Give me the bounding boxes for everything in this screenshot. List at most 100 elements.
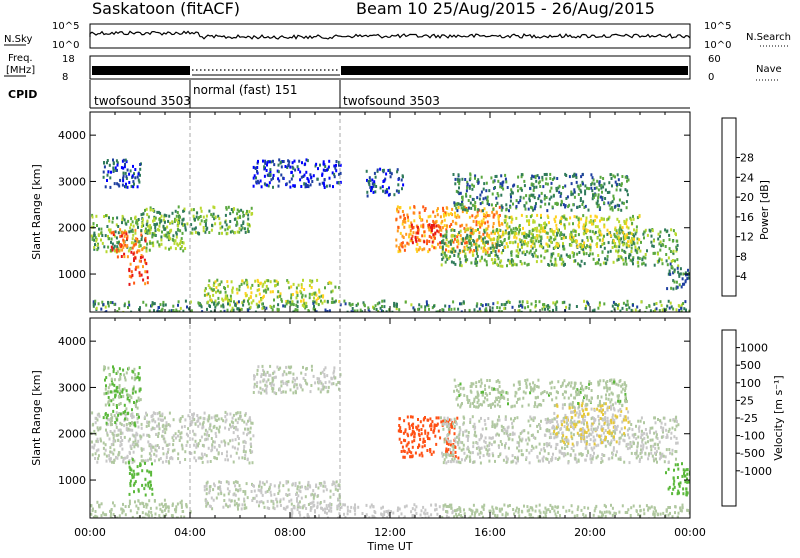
power-cell-r7 [377, 302, 379, 305]
power-cell-r2 [135, 257, 137, 260]
power-cell-r0 [153, 223, 155, 226]
power-cell-r6 [267, 288, 269, 291]
power-cell-r14 [682, 283, 684, 286]
power-cell-r10 [637, 261, 639, 264]
power-cell-r12 [469, 177, 471, 180]
power-cell-r10 [669, 238, 671, 241]
power-cell-r10 [550, 256, 552, 259]
power-cell-r12 [458, 182, 460, 185]
velocity-cell-r0 [145, 459, 147, 462]
velocity-cell-r0 [116, 411, 118, 414]
power-cell-r10 [553, 238, 555, 241]
velocity-cell-r5 [253, 378, 255, 381]
power-cell-r7 [685, 309, 687, 312]
power-cell-r5 [324, 165, 326, 168]
power-cell-r6 [267, 279, 269, 282]
power-cell-r10 [657, 238, 659, 241]
power-cell-r12 [461, 196, 463, 199]
power-cell-r7 [163, 304, 165, 307]
power-cell-r7 [380, 307, 382, 310]
power-cell-r7 [142, 301, 144, 304]
power-cell-r13 [402, 183, 404, 186]
velocity-cell-r2 [117, 370, 119, 373]
velocity-cell-r0 [164, 416, 166, 419]
power-cell-r12 [610, 173, 612, 176]
power-cell-r12 [460, 192, 462, 195]
power-cell-r0 [103, 245, 105, 248]
velocity-cell-r3 [113, 513, 115, 516]
velocity-cell-r4 [205, 505, 207, 508]
power-cell-r10 [670, 228, 672, 231]
velocity-cell-r8 [459, 447, 461, 450]
velocity-cell-r5 [310, 384, 312, 387]
velocity-cell-r5 [269, 365, 271, 368]
power-cell-r10 [518, 252, 520, 255]
power-cell-r10 [501, 265, 503, 268]
power-cell-r7 [160, 303, 162, 306]
power-cell-r8 [493, 222, 495, 225]
velocity-cell-r4 [225, 504, 227, 507]
power-cell-r9 [418, 229, 420, 232]
velocity-cell-r0 [237, 428, 239, 431]
velocity-cell-r0 [244, 428, 246, 431]
power-cell-r12 [597, 196, 599, 199]
power-cell-r5 [256, 170, 258, 173]
velocity-cell-r4 [242, 490, 244, 493]
velocity-cell-r6 [383, 511, 385, 514]
power-cell-r13 [380, 186, 382, 189]
power-cell-r8 [422, 205, 424, 208]
power-cell-r7 [614, 303, 616, 306]
power-cell-r6 [290, 285, 292, 288]
power-cell-r8 [443, 213, 445, 216]
velocity-cell-r0 [187, 414, 189, 417]
velocity-cell-r5 [285, 391, 287, 394]
power-cell-r8 [395, 239, 397, 242]
power-cell-r10 [441, 258, 443, 261]
power-cell-r3 [231, 230, 233, 233]
power-cell-r12 [502, 181, 504, 184]
power-cell-r3 [181, 222, 183, 225]
power-cell-r7 [512, 306, 514, 309]
velocity-cell-r6 [347, 506, 349, 509]
power-cell-r10 [616, 245, 618, 248]
velocity-cell-r1 [133, 476, 135, 479]
power-colorbar-tick-label: 24 [740, 171, 754, 184]
velocity-cell-r6 [342, 503, 344, 506]
velocity-cell-r6 [343, 513, 345, 516]
power-cell-r6 [317, 297, 319, 300]
velocity-cell-r8 [472, 441, 474, 444]
velocity-cell-r7 [409, 425, 411, 428]
velocity-cell-r6 [424, 513, 426, 516]
power-cell-r7 [103, 303, 105, 306]
velocity-cell-r0 [247, 420, 249, 423]
power-cell-r11 [622, 226, 624, 229]
velocity-cell-r2 [110, 390, 112, 393]
power-cell-r0 [105, 234, 107, 237]
velocity-cell-r6 [422, 506, 424, 509]
velocity-cell-r7 [399, 429, 401, 432]
velocity-cell-r6 [322, 508, 324, 511]
power-cell-r0 [166, 235, 168, 238]
freq-label-line2: [MHz] [6, 65, 35, 76]
power-cell-r10 [526, 263, 528, 266]
velocity-cell-r0 [92, 453, 94, 456]
velocity-cell-r5 [320, 372, 322, 375]
power-cell-r12 [474, 201, 476, 204]
power-cell-r10 [576, 253, 578, 256]
velocity-cell-r2 [110, 423, 112, 426]
power-cell-r11 [555, 215, 557, 218]
velocity-cell-r4 [312, 489, 314, 492]
velocity-cell-r1 [129, 493, 131, 496]
velocity-cell-r0 [184, 450, 186, 453]
power-colorbar-tick-label: 12 [740, 231, 754, 244]
power-cell-r7 [165, 303, 167, 306]
velocity-cell-r0 [208, 414, 210, 417]
velocity-cell-r0 [131, 429, 133, 432]
power-cell-r11 [539, 244, 541, 247]
power-cell-r0 [136, 221, 138, 224]
power-cell-r3 [191, 232, 193, 235]
velocity-cell-r0 [103, 447, 105, 450]
power-cell-r8 [396, 245, 398, 248]
velocity-cell-r4 [275, 498, 277, 501]
power-cell-r4 [134, 176, 136, 179]
